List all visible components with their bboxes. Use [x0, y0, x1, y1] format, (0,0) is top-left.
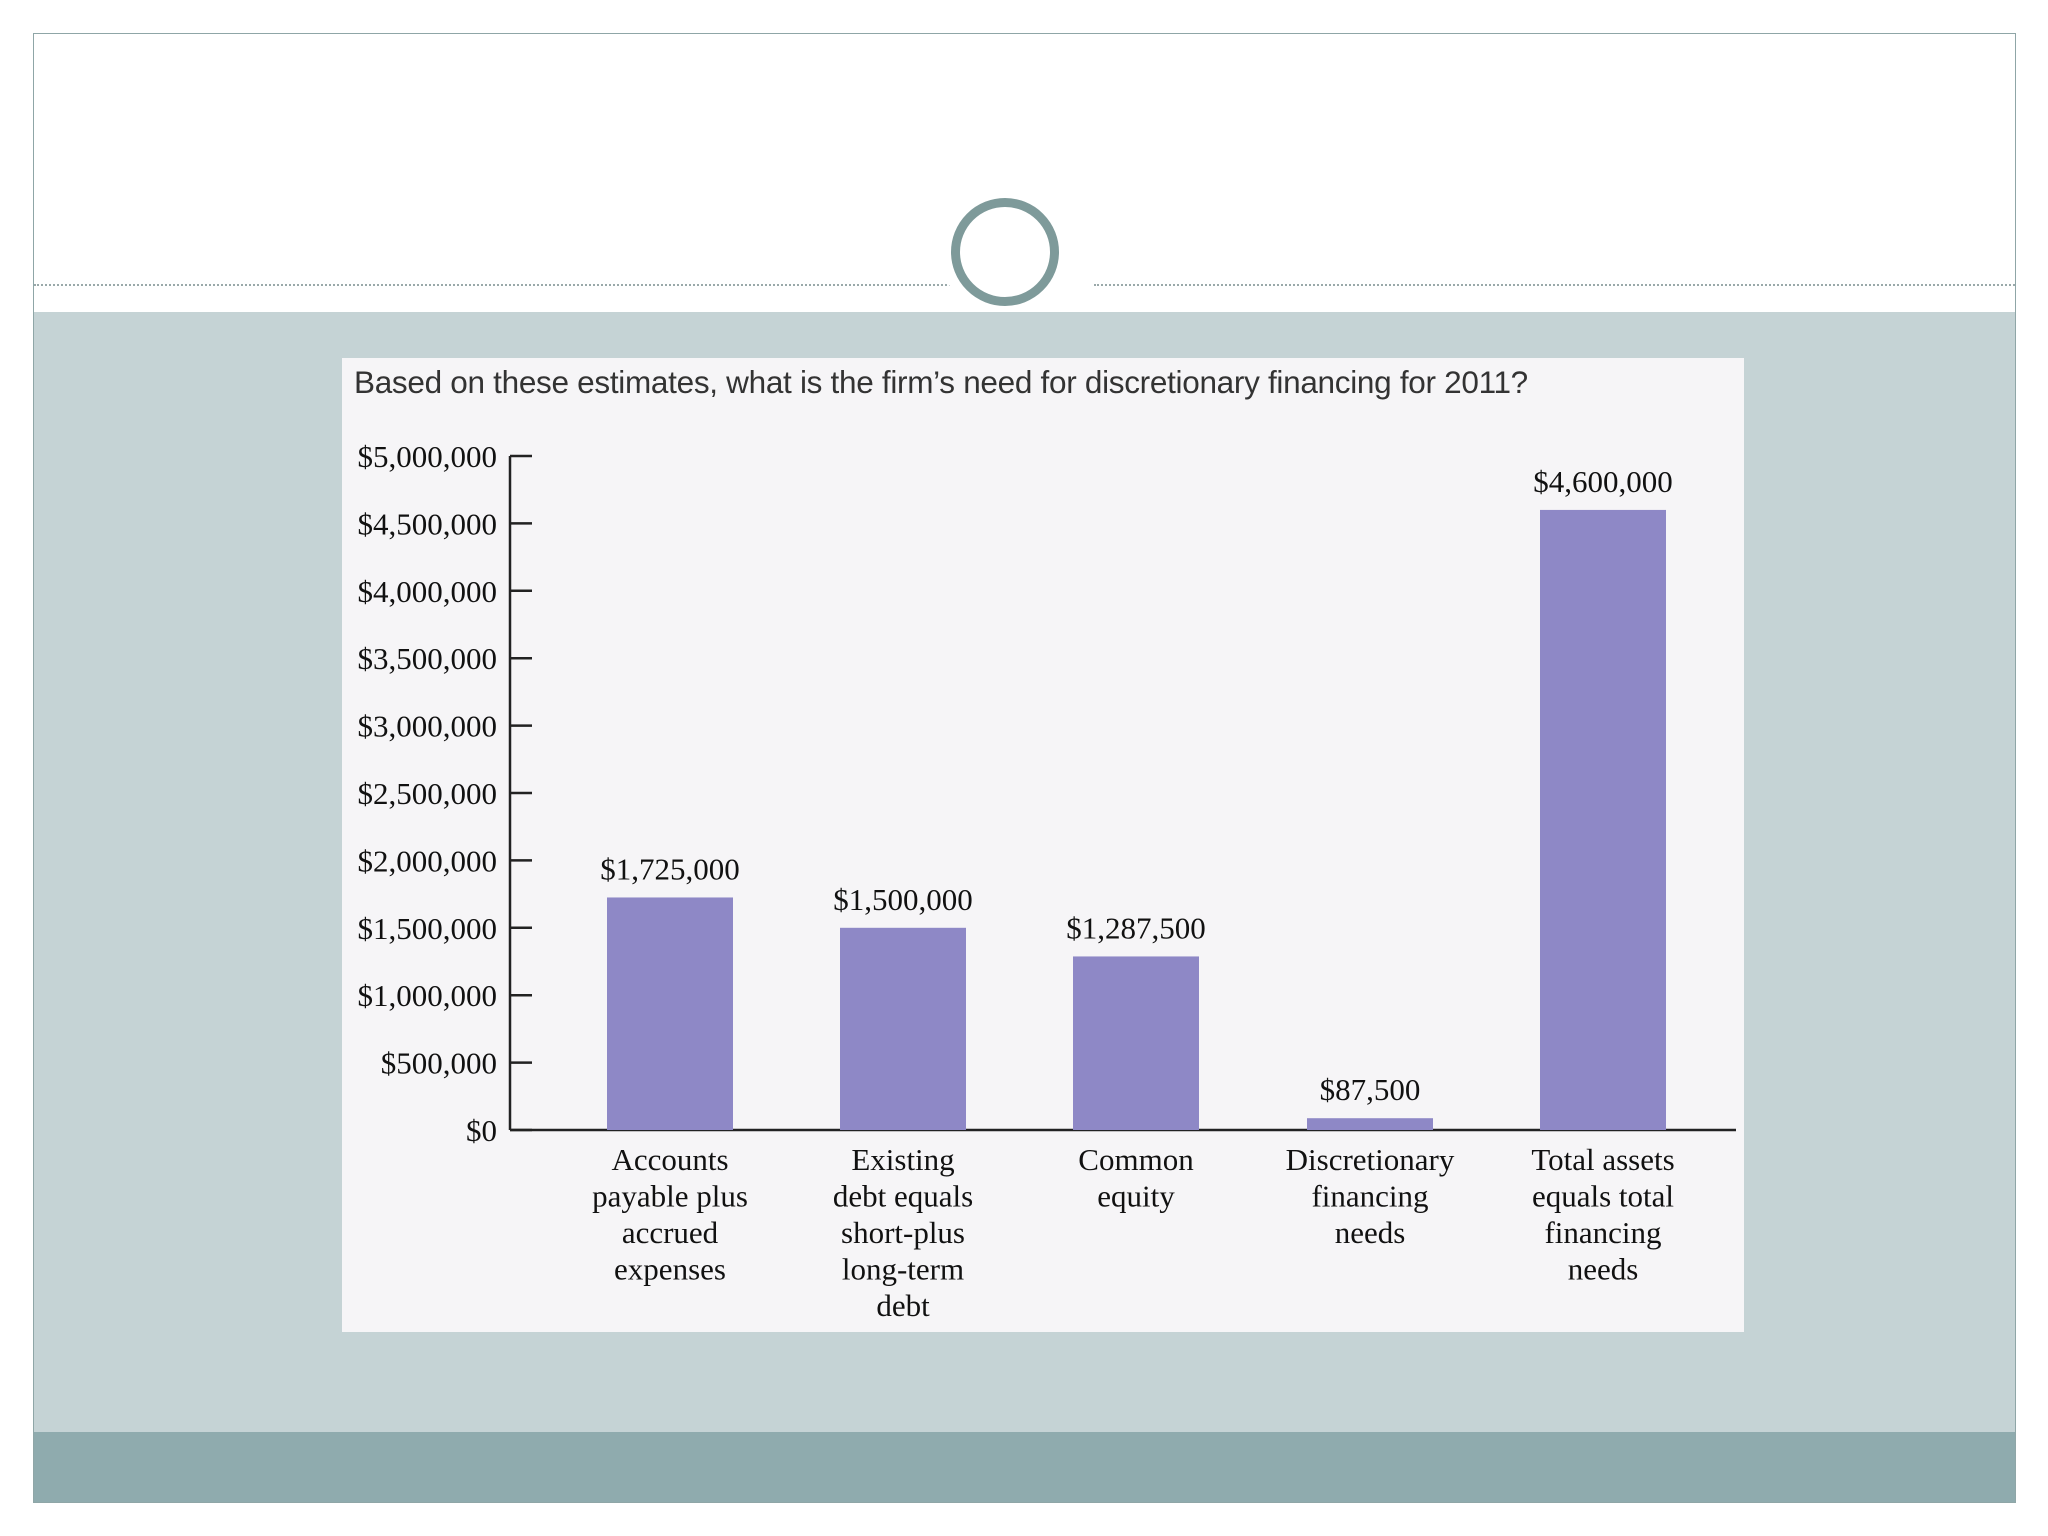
- chart-panel: [342, 358, 1744, 1332]
- y-tick-label: $1,000,000: [358, 978, 498, 1013]
- value-label: $1,725,000: [600, 851, 740, 886]
- chart-bars: [607, 509, 1666, 1130]
- y-tick-label: $0: [466, 1113, 497, 1148]
- category-label-line: expenses: [614, 1252, 726, 1287]
- category-label-line: debt: [876, 1288, 930, 1323]
- category-label-line: debt equals: [833, 1179, 973, 1214]
- category-label-line: long-term: [842, 1252, 964, 1287]
- category-label-line: equity: [1097, 1179, 1175, 1214]
- category-label-line: payable plus: [592, 1179, 748, 1214]
- bar: [1540, 509, 1666, 1130]
- y-tick-label: $4,500,000: [358, 506, 498, 541]
- category-label-line: financing: [1311, 1179, 1428, 1214]
- category-label-line: Common: [1078, 1142, 1194, 1177]
- category-label-line: equals total: [1532, 1179, 1674, 1214]
- category-label-line: Total assets: [1531, 1142, 1674, 1177]
- value-labels: $1,725,000 $1,500,000 $1,287,500 $87,500 $4,…: [600, 464, 1673, 1107]
- y-tick-label: $5,000,000: [358, 439, 498, 474]
- category-label-line: Discretionary: [1286, 1142, 1455, 1177]
- question-text: Based on these estimates, what is the fi…: [354, 364, 1528, 400]
- value-label: $1,287,500: [1066, 910, 1206, 945]
- y-tick-label: $3,500,000: [358, 641, 498, 676]
- bar: [1073, 956, 1199, 1130]
- category-label-line: needs: [1568, 1252, 1639, 1287]
- footer-band: [34, 1432, 2015, 1502]
- category-label-line: Existing: [851, 1142, 954, 1177]
- divider-left: [34, 284, 954, 286]
- y-tick-label: $2,000,000: [358, 843, 498, 878]
- y-tick-label: $3,000,000: [358, 709, 498, 744]
- y-tick-label: $2,500,000: [358, 776, 498, 811]
- category-label-line: needs: [1335, 1215, 1406, 1250]
- category-label-line: Accounts: [611, 1142, 728, 1177]
- y-tick-label: $4,000,000: [358, 574, 498, 609]
- y-tick-label: $1,500,000: [358, 911, 498, 946]
- value-label: $1,500,000: [833, 882, 973, 917]
- ring-ornament: [951, 198, 1059, 306]
- bar: [607, 897, 733, 1130]
- bar: [840, 927, 966, 1130]
- y-tick-label: $500,000: [381, 1046, 497, 1081]
- value-label: $87,500: [1320, 1072, 1421, 1107]
- divider-right: [1094, 284, 2015, 286]
- category-label-line: accrued: [622, 1215, 719, 1250]
- y-axis-ticks: $0 $500,000 $1,000,000 $1,500,000 $2,000,000…: [358, 439, 532, 1148]
- category-label-line: financing: [1544, 1215, 1661, 1250]
- value-label: $4,600,000: [1533, 464, 1673, 499]
- bar: [1307, 1118, 1433, 1130]
- category-label-line: short-plus: [841, 1215, 965, 1250]
